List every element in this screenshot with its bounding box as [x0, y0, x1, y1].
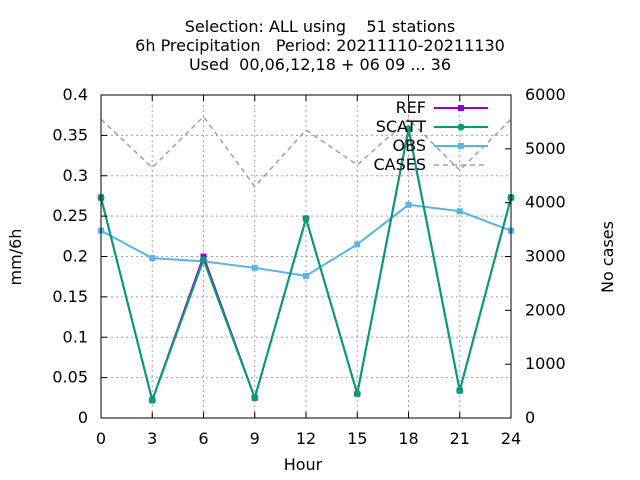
y-tick-label: 0.25 — [52, 206, 88, 225]
series-scatt-point — [456, 387, 464, 395]
series-scatt-point — [353, 390, 361, 398]
series-obs-point — [456, 208, 463, 215]
y2-tick-label: 3000 — [525, 247, 566, 266]
x-tick-label: 9 — [250, 429, 260, 448]
y-axis-label: mm/6h — [6, 229, 25, 286]
x-tick-label: 21 — [450, 429, 470, 448]
series-scatt-point — [200, 256, 207, 264]
y-tick-label: 0.4 — [63, 85, 88, 104]
y-tick-label: 0.1 — [63, 327, 88, 346]
y-tick-label: 0.05 — [52, 368, 88, 387]
series-scatt-point — [405, 125, 412, 133]
series-obs-point — [251, 264, 258, 271]
x-axis-label: Hour — [284, 455, 323, 474]
series-obs-point — [149, 255, 156, 262]
y-tick-label: 0 — [78, 408, 88, 427]
x-tick-label: 6 — [198, 429, 208, 448]
legend-scatt-label: SCATT — [376, 117, 427, 136]
x-tick-label: 24 — [501, 429, 521, 448]
y2-tick-label: 4000 — [525, 193, 566, 212]
y2-tick-label: 6000 — [525, 85, 566, 104]
legend-scatt-point — [457, 123, 465, 131]
series-scatt-point — [302, 215, 310, 223]
series-obs-point — [354, 241, 361, 248]
chart-title-line-3: Used 00,06,12,18 + 06 09 ... 36 — [188, 55, 452, 74]
series-scatt-point — [148, 396, 156, 404]
y2-tick-label: 0 — [525, 408, 535, 427]
y-tick-label: 0.3 — [63, 166, 88, 185]
x-tick-label: 15 — [347, 429, 367, 448]
legend-ref-label: REF — [396, 98, 426, 117]
legend-obs-label: OBS — [393, 136, 426, 155]
legend-cases-label: CASES — [373, 155, 426, 174]
chart-title-line-1: Selection: ALL using 51 stations — [184, 17, 456, 36]
series-scatt-line — [100, 128, 512, 404]
series-obs-point — [303, 272, 309, 279]
x-tick-label: 18 — [398, 429, 418, 448]
axis-ticks: 0 3 6 9 12 15 18 21 2400.050.10.150.20.250.30.35… — [52, 85, 565, 448]
series-scatt — [97, 125, 515, 404]
y2-axis-label: No cases — [598, 221, 617, 293]
y-tick-label: 0.2 — [63, 247, 88, 266]
series-ref-line — [100, 128, 512, 404]
x-tick-label: 3 — [147, 429, 157, 448]
x-tick-label: 12 — [296, 429, 316, 448]
y-tick-label: 0.15 — [52, 287, 88, 306]
chart-title-line-2: 6h Precipitation Period: 20211110-202111… — [135, 36, 505, 55]
series-scatt-point — [251, 394, 259, 402]
x-tick-label: 0 — [96, 429, 106, 448]
series-cases-line — [100, 115, 512, 188]
legend-obs-point — [458, 143, 464, 149]
series-obs-point — [405, 201, 412, 208]
y2-tick-label: 5000 — [525, 139, 566, 158]
y-tick-label: 0.35 — [52, 125, 88, 144]
y2-tick-label: 2000 — [525, 300, 566, 319]
series-cases — [100, 115, 512, 188]
legend-ref-point — [458, 105, 464, 111]
y2-tick-label: 1000 — [525, 354, 566, 373]
